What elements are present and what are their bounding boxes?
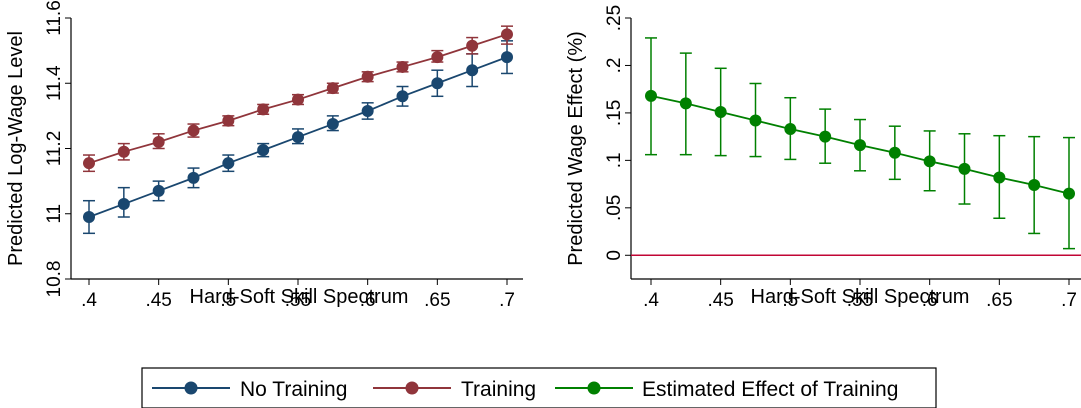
legend-entry: Estimated Effect of Training bbox=[555, 378, 898, 401]
data-point bbox=[152, 184, 165, 197]
y-tick-label: .2 bbox=[604, 58, 625, 74]
y-tick-label: 0 bbox=[604, 250, 625, 261]
data-point bbox=[396, 60, 409, 73]
data-point bbox=[501, 28, 513, 41]
y-tick-label: .15 bbox=[604, 100, 625, 126]
data-point bbox=[361, 70, 374, 83]
x-tick-label: .7 bbox=[1061, 290, 1077, 311]
right-chart: .4 .45 .5 .55 .6 .65 .7 0 .05 .1 .15 .2 .25 Hard-Soft… bbox=[565, 5, 1081, 311]
data-point bbox=[326, 82, 339, 95]
data-point bbox=[749, 114, 762, 127]
x-tick-label: .45 bbox=[707, 290, 733, 311]
data-point bbox=[222, 157, 235, 170]
x-tick-label: .65 bbox=[986, 290, 1012, 311]
legend-box bbox=[141, 367, 937, 408]
legend: No Training Training Estimated Effect of T… bbox=[141, 367, 937, 408]
x-tick-label: .7 bbox=[499, 290, 515, 311]
y-axis-label: Predicted Log-Wage Level bbox=[5, 31, 27, 266]
x-axis-label: Hard-Soft Skill Spectrum bbox=[190, 286, 409, 308]
x-tick-label: .45 bbox=[145, 290, 171, 311]
data-point bbox=[501, 51, 513, 64]
legend-label: Training bbox=[461, 378, 536, 401]
data-point bbox=[222, 114, 235, 127]
data-point bbox=[117, 145, 130, 158]
y-tick-label: 10.8 bbox=[44, 261, 65, 298]
y-axis-label: Predicted Wage Effect (%) bbox=[565, 31, 587, 266]
y-tick-label: .05 bbox=[604, 195, 625, 221]
data-point bbox=[257, 103, 270, 116]
legend-label: No Training bbox=[240, 378, 347, 401]
x-tick-label: .5 bbox=[782, 290, 798, 311]
data-point bbox=[1063, 187, 1075, 200]
series-1 bbox=[83, 25, 513, 173]
data-point bbox=[83, 211, 95, 224]
data-point bbox=[854, 139, 866, 152]
x-tick-label: .4 bbox=[643, 290, 659, 311]
y-tick-label: .25 bbox=[604, 5, 625, 31]
data-point bbox=[466, 39, 479, 52]
data-point bbox=[993, 171, 1006, 184]
x-axis-label: Hard-Soft Skill Spectrum bbox=[751, 286, 970, 308]
legend-entry: Training bbox=[373, 378, 536, 401]
data-point bbox=[326, 118, 339, 131]
data-point bbox=[257, 144, 270, 157]
left-chart: .4 .45 .5 .55 .6 .65 .7 10.8 11 11.2 11.4 11.6 Hard-… bbox=[5, 0, 523, 311]
data-point bbox=[958, 162, 971, 175]
x-tick-label: .6 bbox=[922, 290, 938, 311]
data-point bbox=[714, 105, 727, 118]
data-point bbox=[679, 97, 692, 110]
legend-entry: No Training bbox=[152, 378, 347, 401]
x-tick-label: .6 bbox=[360, 290, 376, 311]
data-point bbox=[187, 124, 200, 137]
y-tick-label: 11.4 bbox=[44, 65, 65, 101]
data-point bbox=[83, 157, 95, 170]
y-tick-label: 11 bbox=[44, 204, 65, 224]
y-tick-label: .1 bbox=[604, 152, 625, 168]
data-point bbox=[466, 64, 479, 77]
data-point bbox=[888, 146, 901, 159]
data-point bbox=[923, 155, 936, 168]
data-point bbox=[292, 93, 304, 106]
x-tick-label: .65 bbox=[424, 290, 450, 311]
data-point bbox=[396, 90, 409, 103]
data-point bbox=[645, 89, 657, 102]
data-point bbox=[152, 135, 165, 148]
data-point bbox=[292, 131, 304, 144]
data-point bbox=[784, 123, 797, 136]
series-0 bbox=[645, 37, 1075, 250]
x-tick-label: .4 bbox=[81, 290, 97, 311]
data-point bbox=[819, 130, 832, 143]
legend-label: Estimated Effect of Training bbox=[642, 378, 898, 401]
data-point bbox=[431, 51, 444, 64]
data-point bbox=[117, 197, 130, 210]
data-point bbox=[431, 77, 444, 90]
y-tick-label: 11.6 bbox=[44, 0, 65, 36]
series-0 bbox=[83, 40, 513, 235]
legend-marker bbox=[405, 381, 419, 395]
legend-marker bbox=[184, 381, 198, 395]
data-point bbox=[1028, 179, 1041, 192]
x-tick-label: .55 bbox=[285, 290, 311, 311]
x-tick-label: .55 bbox=[847, 290, 873, 311]
data-point bbox=[187, 171, 200, 184]
data-point bbox=[361, 104, 374, 117]
y-tick-label: 11.2 bbox=[44, 131, 65, 167]
legend-marker bbox=[587, 381, 601, 395]
x-tick-label: .5 bbox=[220, 290, 236, 311]
